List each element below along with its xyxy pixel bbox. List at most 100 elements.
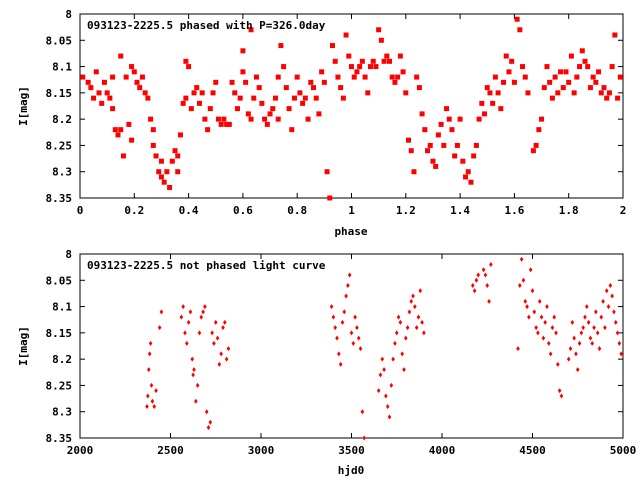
phased-y-tick-label: 8.3 <box>52 166 72 179</box>
phased-data-point <box>120 153 126 159</box>
phased-data-point <box>495 90 501 96</box>
phased-data-point <box>541 85 547 91</box>
phased-data-point <box>256 85 262 91</box>
unphased-data-point <box>210 330 214 336</box>
phased-data-point <box>354 69 360 75</box>
phased-data-point <box>373 64 379 70</box>
unphased-data-point <box>353 314 357 320</box>
unphased-data-point <box>329 304 334 310</box>
phased-data-point <box>604 95 610 101</box>
phased-y-tick-label: 8 <box>65 8 72 21</box>
unphased-data-point <box>570 319 575 325</box>
unphased-data-point <box>474 277 479 283</box>
phased-data-point <box>213 79 219 85</box>
phased-data-point <box>525 90 531 96</box>
phased-data-point <box>376 27 382 33</box>
phased-data-point <box>378 37 384 43</box>
unphased-data-point <box>554 330 558 336</box>
phased-data-point <box>582 58 588 64</box>
phased-data-point <box>403 90 409 96</box>
unphased-data-point <box>483 272 488 278</box>
unphased-data-point <box>409 298 414 304</box>
phased-data-point <box>289 127 295 133</box>
phased-data-point <box>248 116 254 122</box>
unphased-data-point <box>360 409 365 415</box>
unphased-data-point <box>528 267 533 273</box>
phased-y-tick-label: 8.1 <box>52 61 72 74</box>
phased-data-point <box>555 90 561 96</box>
phased-data-point <box>484 85 490 91</box>
unphased-y-tick-label: 8.1 <box>52 301 72 314</box>
phased-data-point <box>452 153 458 159</box>
phased-data-point <box>107 95 113 101</box>
phased-data-point <box>316 111 322 117</box>
phased-data-point <box>291 95 297 101</box>
unphased-x-tick-label: 3000 <box>248 444 275 457</box>
phased-data-point <box>259 100 265 106</box>
unphased-data-point <box>416 314 421 320</box>
unphased-data-point <box>536 330 540 336</box>
unphased-data-point <box>619 351 623 357</box>
phased-data-point <box>305 116 311 122</box>
unphased-data-point <box>203 304 207 310</box>
unphased-data-point <box>557 388 562 394</box>
phased-data-point <box>479 100 485 106</box>
unphased-plot-frame <box>79 253 624 439</box>
phased-data-point <box>169 158 175 164</box>
phased-data-point <box>327 195 333 201</box>
phased-data-point <box>156 169 162 175</box>
phased-data-point <box>370 58 376 64</box>
unphased-data-point <box>208 419 213 425</box>
phased-data-point <box>164 169 170 175</box>
phased-data-point <box>568 53 574 59</box>
unphased-data-point <box>481 267 486 273</box>
unphased-data-point <box>574 351 578 357</box>
phased-x-tick-label: 1.8 <box>559 204 579 217</box>
phased-data-point <box>180 100 186 106</box>
unphased-plot-y-ticks: 8 8.05 8.1 8.15 8.2 8.25 8.3 8.35 <box>46 248 623 445</box>
phased-data-point <box>88 85 94 91</box>
phased-data-point <box>153 153 159 159</box>
phased-data-point <box>194 85 200 91</box>
phased-data-point <box>191 90 197 96</box>
unphased-data-point <box>335 335 339 341</box>
unphased-data-point <box>537 298 542 304</box>
phased-data-point <box>101 79 107 85</box>
unphased-data-point <box>516 346 520 352</box>
phased-data-point <box>104 90 110 96</box>
phased-data-point <box>357 64 363 70</box>
phased-data-point <box>129 64 135 70</box>
phased-data-point <box>368 64 374 70</box>
phased-data-point <box>593 79 599 85</box>
unphased-data-point <box>413 304 417 310</box>
unphased-data-point <box>159 309 164 315</box>
phased-data-point <box>232 90 238 96</box>
phased-data-point <box>389 74 395 80</box>
phased-data-point <box>175 153 181 159</box>
phased-data-point <box>612 32 618 38</box>
unphased-data-point <box>179 314 184 320</box>
phased-plot-points <box>80 16 623 201</box>
phased-data-point <box>137 85 143 91</box>
unphased-data-point <box>545 304 549 310</box>
phased-data-point <box>310 85 316 91</box>
unphased-data-point <box>338 361 343 367</box>
unphased-data-point <box>594 309 598 315</box>
unphased-data-point <box>385 403 390 409</box>
phased-x-tick-label: 1.2 <box>396 204 416 217</box>
phased-y-tick-label: 8.15 <box>46 87 73 100</box>
phased-data-point <box>362 74 368 80</box>
unphased-data-point <box>422 330 426 336</box>
unphased-plot-y-axis-label: I[mag] <box>17 326 30 366</box>
phased-data-point <box>110 74 116 80</box>
phased-data-point <box>319 69 325 75</box>
unphased-data-point <box>194 398 198 404</box>
phased-data-point <box>397 53 403 59</box>
phased-plot-y-ticks: 8 8.05 8.1 8.15 8.2 8.25 8.3 8.35 <box>46 8 623 205</box>
unphased-data-point <box>541 335 546 341</box>
unphased-data-point <box>347 272 352 278</box>
unphased-y-tick-label: 8.3 <box>52 406 72 419</box>
phased-data-point <box>617 74 623 80</box>
phased-data-point <box>460 158 466 164</box>
unphased-data-point <box>400 351 404 357</box>
